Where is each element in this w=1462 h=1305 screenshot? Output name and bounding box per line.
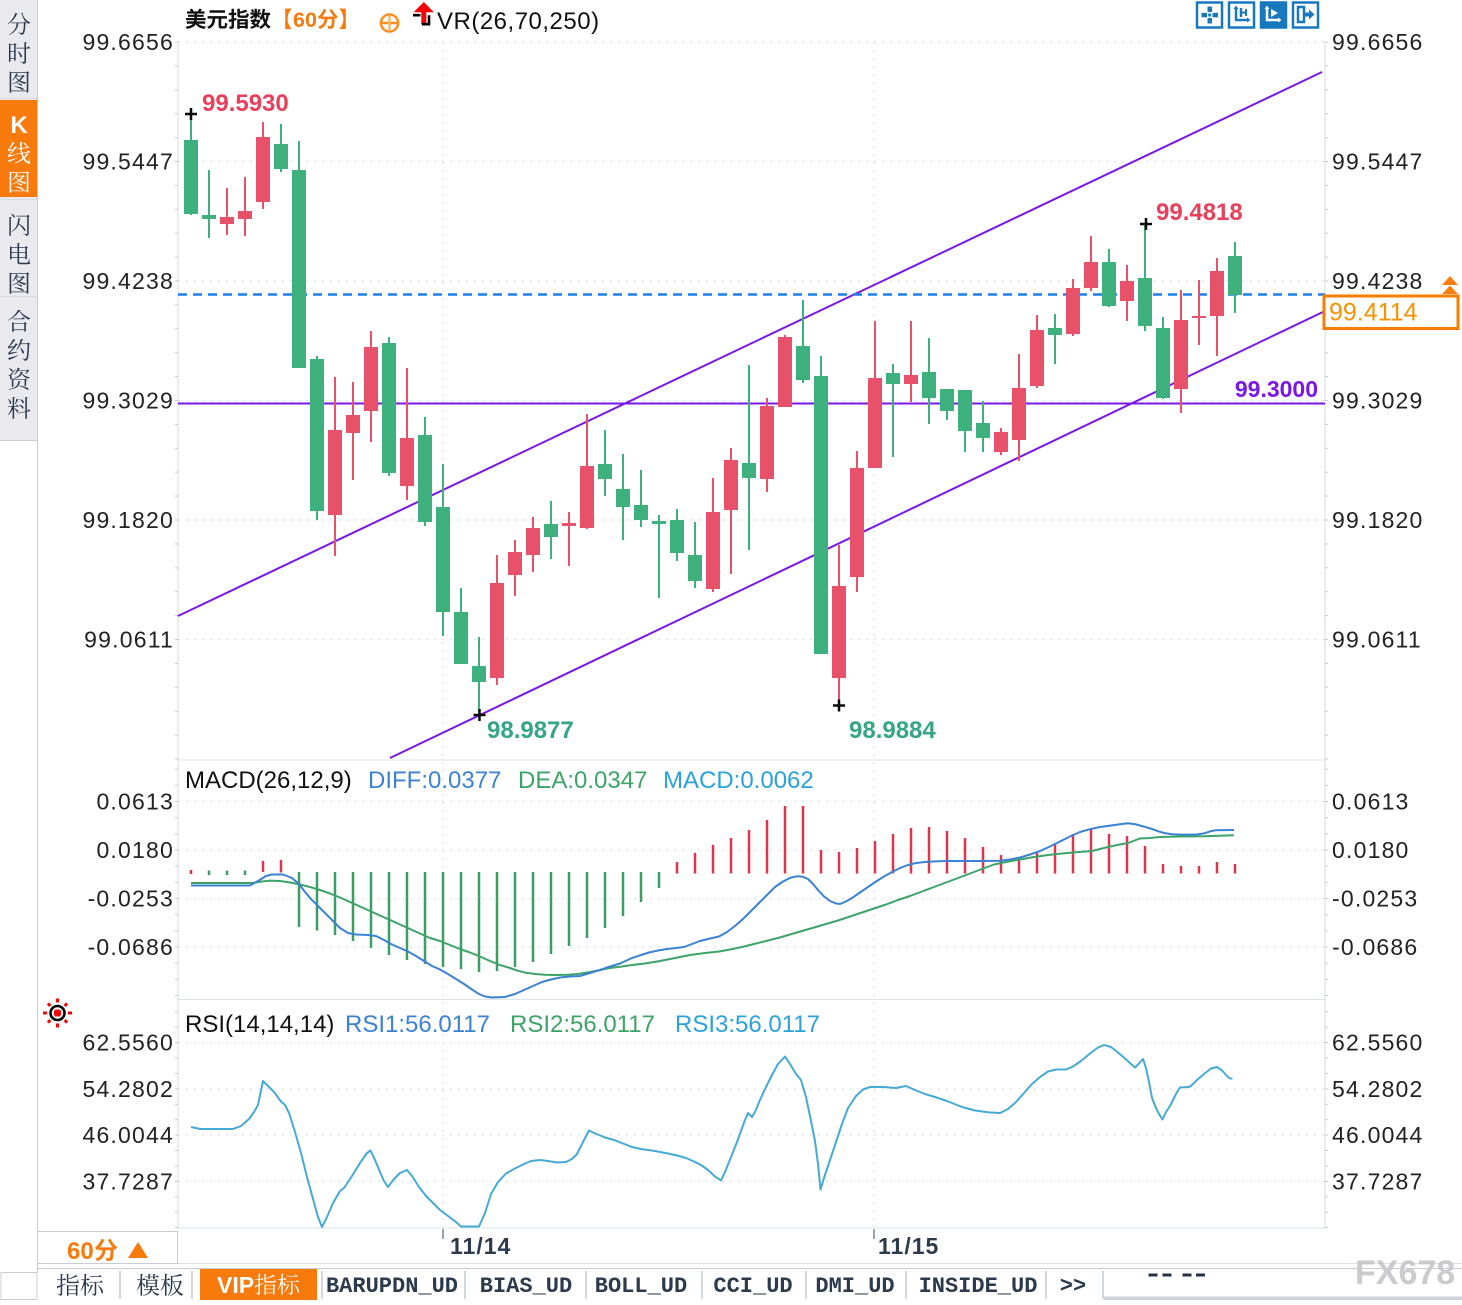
svg-text:-0.0686: -0.0686 [88,934,174,960]
svg-text:99.5447: 99.5447 [82,149,174,175]
svg-text:BIAS_UD: BIAS_UD [480,1274,572,1299]
svg-text:0.0613: 0.0613 [1332,789,1410,815]
svg-text:>>: >> [1060,1274,1086,1299]
svg-text:37.7287: 37.7287 [1332,1168,1424,1194]
svg-text:RSI3:56.0117: RSI3:56.0117 [675,1011,820,1038]
svg-text:60: 60 [293,8,317,32]
svg-text:99.4818: 99.4818 [1156,199,1243,226]
svg-text:54.2802: 54.2802 [82,1076,174,1102]
svg-text:11/15: 11/15 [878,1233,939,1259]
svg-text:60: 60 [67,1238,94,1265]
svg-text:99.3000: 99.3000 [1235,376,1318,402]
svg-text:62.5560: 62.5560 [1332,1030,1424,1056]
svg-text:99.4114: 99.4114 [1329,299,1418,327]
svg-text:98.9884: 98.9884 [849,717,936,744]
svg-text:CCI_UD: CCI_UD [713,1274,792,1299]
svg-text:98.9877: 98.9877 [487,717,574,744]
svg-text:99.5930: 99.5930 [202,90,289,117]
svg-text:RSI2:56.0117: RSI2:56.0117 [510,1011,655,1038]
svg-text:99.0611: 99.0611 [1332,627,1422,653]
svg-text:0.0180: 0.0180 [96,837,174,863]
svg-text:DEA:0.0347: DEA:0.0347 [518,767,647,794]
svg-text:54.2802: 54.2802 [1332,1076,1424,1102]
svg-text:37.7287: 37.7287 [82,1168,174,1194]
svg-text:RSI1:56.0117: RSI1:56.0117 [345,1011,490,1038]
svg-text:BOLL_UD: BOLL_UD [595,1274,687,1299]
svg-text:BARUPDN_UD: BARUPDN_UD [326,1274,458,1299]
svg-text:99.3029: 99.3029 [1332,388,1424,414]
svg-text:VIP: VIP [217,1272,254,1298]
svg-text:INSIDE_UD: INSIDE_UD [919,1274,1038,1299]
svg-text:99.3029: 99.3029 [82,388,174,414]
svg-text:46.0044: 46.0044 [1332,1122,1424,1148]
svg-text:99.1820: 99.1820 [1332,507,1424,533]
svg-text:99.4238: 99.4238 [1332,268,1424,294]
svg-text:62.5560: 62.5560 [82,1030,174,1056]
svg-text:-0.0253: -0.0253 [88,886,174,912]
svg-text:MACD(26,12,9): MACD(26,12,9) [185,767,352,794]
svg-text:99.0611: 99.0611 [84,627,174,653]
svg-text:RSI(14,14,14): RSI(14,14,14) [185,1011,334,1038]
svg-text:0.0180: 0.0180 [1332,837,1410,863]
svg-text:99.6656: 99.6656 [82,29,174,55]
svg-text:99.6656: 99.6656 [1332,29,1424,55]
svg-text:-0.0686: -0.0686 [1332,934,1418,960]
svg-text:DMI_UD: DMI_UD [815,1274,894,1299]
svg-text:FX678: FX678 [1355,1254,1455,1292]
svg-text:99.4238: 99.4238 [82,268,174,294]
svg-text:11/14: 11/14 [450,1233,511,1259]
svg-text:-0.0253: -0.0253 [1332,886,1418,912]
svg-text:99.5447: 99.5447 [1332,149,1424,175]
svg-text:K: K [10,112,28,139]
svg-text:0.0613: 0.0613 [96,789,174,815]
svg-text:VR(26,70,250): VR(26,70,250) [437,8,600,35]
svg-text:99.1820: 99.1820 [82,507,174,533]
svg-text:46.0044: 46.0044 [82,1122,174,1148]
svg-text:DIFF:0.0377: DIFF:0.0377 [368,767,501,794]
svg-text:MACD:0.0062: MACD:0.0062 [663,767,814,794]
